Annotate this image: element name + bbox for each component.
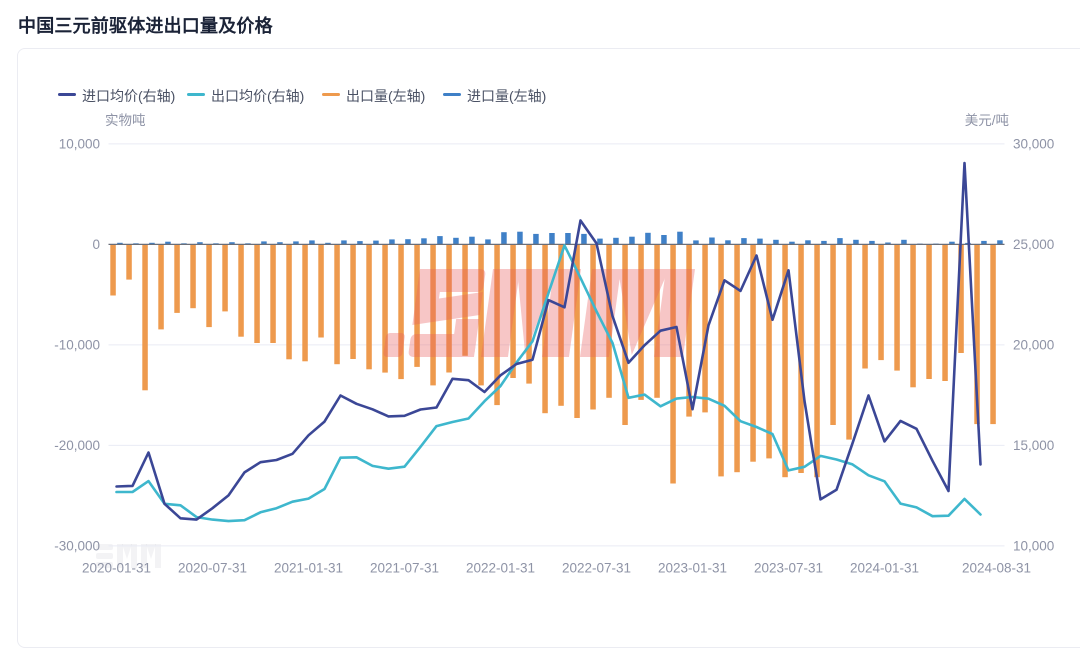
svg-text:2022-07-31: 2022-07-31 bbox=[562, 561, 631, 576]
svg-text:20,000: 20,000 bbox=[1013, 338, 1054, 353]
svg-text:10,000: 10,000 bbox=[1013, 539, 1054, 554]
svg-text:2023-01-31: 2023-01-31 bbox=[658, 561, 727, 576]
svg-text:2024-08-31: 2024-08-31 bbox=[962, 561, 1031, 576]
svg-text:25,000: 25,000 bbox=[1013, 237, 1054, 252]
svg-text:2022-01-31: 2022-01-31 bbox=[466, 561, 535, 576]
svg-text:10,000: 10,000 bbox=[59, 137, 100, 152]
svg-text:15,000: 15,000 bbox=[1013, 438, 1054, 453]
svg-text:-20,000: -20,000 bbox=[54, 438, 100, 453]
svg-text:30,000: 30,000 bbox=[1013, 137, 1054, 152]
svg-text:-10,000: -10,000 bbox=[54, 338, 100, 353]
svg-text:美元/吨: 美元/吨 bbox=[965, 113, 1009, 128]
svg-text:2020-01-31: 2020-01-31 bbox=[82, 561, 151, 576]
svg-text:2021-07-31: 2021-07-31 bbox=[370, 561, 439, 576]
svg-text:2021-01-31: 2021-01-31 bbox=[274, 561, 343, 576]
svg-text:2020-07-31: 2020-07-31 bbox=[178, 561, 247, 576]
svg-text:0: 0 bbox=[92, 237, 100, 252]
svg-text:2024-01-31: 2024-01-31 bbox=[850, 561, 919, 576]
svg-text:-30,000: -30,000 bbox=[54, 539, 100, 554]
svg-text:2023-07-31: 2023-07-31 bbox=[754, 561, 823, 576]
svg-text:实物吨: 实物吨 bbox=[105, 113, 146, 128]
